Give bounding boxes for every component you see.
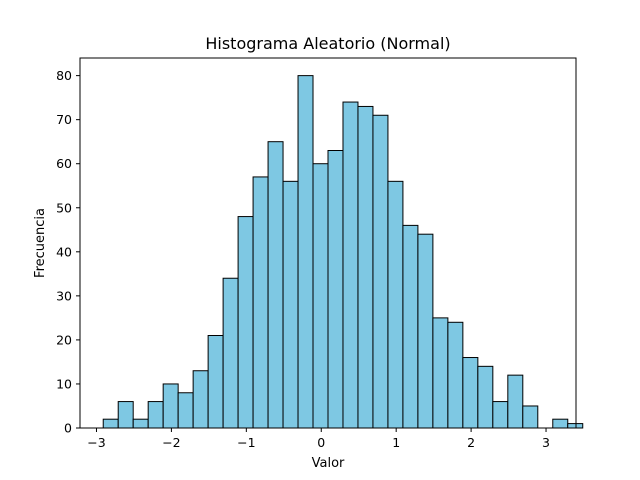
histogram-bar bbox=[447, 321, 464, 429]
x-tick-label: 3 bbox=[542, 435, 550, 450]
y-tick-label: 40 bbox=[56, 244, 72, 259]
histogram-bar bbox=[552, 418, 569, 429]
x-axis-label: Valor bbox=[312, 456, 345, 471]
histogram-bar bbox=[222, 277, 239, 429]
y-axis-label: Frecuencia bbox=[33, 208, 48, 278]
x-tick-label: 0 bbox=[317, 435, 325, 450]
histogram-bar bbox=[117, 401, 134, 429]
histogram-bar bbox=[297, 75, 314, 429]
x-tick-label: −2 bbox=[162, 435, 180, 450]
histogram-bar bbox=[237, 216, 254, 429]
histogram-bar bbox=[327, 150, 344, 429]
histogram-bar bbox=[462, 357, 479, 429]
histogram-bar bbox=[132, 418, 149, 429]
histogram-bar bbox=[267, 141, 284, 429]
histogram-bar bbox=[147, 401, 164, 429]
y-tick-label: 70 bbox=[56, 112, 72, 127]
histogram-bar bbox=[192, 370, 209, 429]
histogram-bar bbox=[402, 224, 419, 429]
histogram-bar bbox=[177, 392, 194, 429]
histogram-bar bbox=[282, 180, 299, 429]
x-axis-ticks: −3 −2 −1 0 1 2 3 bbox=[87, 428, 550, 450]
y-axis-ticks: 0 10 20 30 40 50 60 70 80 bbox=[56, 68, 80, 436]
histogram-bar bbox=[477, 365, 494, 429]
y-tick-label: 0 bbox=[64, 421, 72, 436]
histogram-bar bbox=[567, 423, 584, 429]
y-tick-label: 50 bbox=[56, 200, 72, 215]
chart-title: Histograma Aleatorio (Normal) bbox=[205, 34, 450, 53]
x-tick-label: 1 bbox=[392, 435, 400, 450]
histogram-bar bbox=[432, 317, 449, 429]
histogram-bar bbox=[252, 176, 269, 429]
histogram-bar bbox=[522, 405, 539, 429]
y-tick-label: 30 bbox=[56, 288, 72, 303]
y-tick-label: 20 bbox=[56, 332, 72, 347]
histogram-bar bbox=[162, 383, 179, 429]
histogram-bar bbox=[357, 105, 374, 429]
x-tick-label: 2 bbox=[467, 435, 475, 450]
histogram-bar bbox=[387, 180, 404, 429]
y-tick-label: 60 bbox=[56, 156, 72, 171]
histogram-bar bbox=[417, 233, 434, 429]
y-tick-label: 10 bbox=[56, 376, 72, 391]
x-tick-label: −1 bbox=[237, 435, 255, 450]
histogram-bar bbox=[207, 335, 224, 429]
histogram-bar bbox=[492, 401, 509, 429]
histogram-bar bbox=[312, 163, 329, 429]
histogram-bar bbox=[372, 114, 389, 429]
y-tick-label: 80 bbox=[56, 68, 72, 83]
histogram-bar bbox=[507, 374, 524, 429]
histogram-bar bbox=[102, 418, 119, 429]
plot-frame bbox=[79, 57, 577, 429]
histogram-bar bbox=[342, 101, 359, 429]
x-tick-label: −3 bbox=[87, 435, 105, 450]
bars-group bbox=[102, 75, 584, 429]
